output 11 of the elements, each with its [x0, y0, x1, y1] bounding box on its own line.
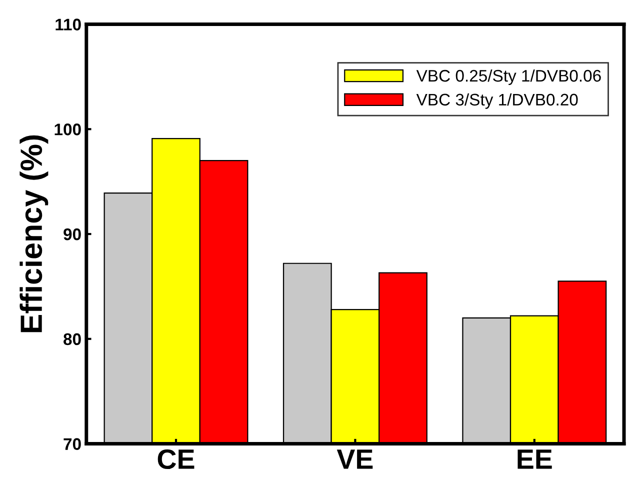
- y-axis-title: Efficiency (%): [20, 135, 48, 332]
- y-tick-label: 100: [54, 124, 81, 136]
- x-tick-label: EE: [518, 450, 552, 469]
- y-tick-label: 90: [64, 228, 81, 240]
- legend-label: VBC 0.25/Sty 1/DVB0.06: [416, 69, 601, 86]
- x-tick-label: VE: [336, 450, 373, 469]
- legend-label: VBC 3/Sty 1/DVB0.20: [416, 93, 578, 109]
- y-tick-label: 80: [64, 333, 81, 346]
- x-tick-label: CE: [158, 449, 194, 470]
- y-tick-label: 110: [56, 18, 81, 30]
- y-tick-label: 70: [64, 438, 81, 450]
